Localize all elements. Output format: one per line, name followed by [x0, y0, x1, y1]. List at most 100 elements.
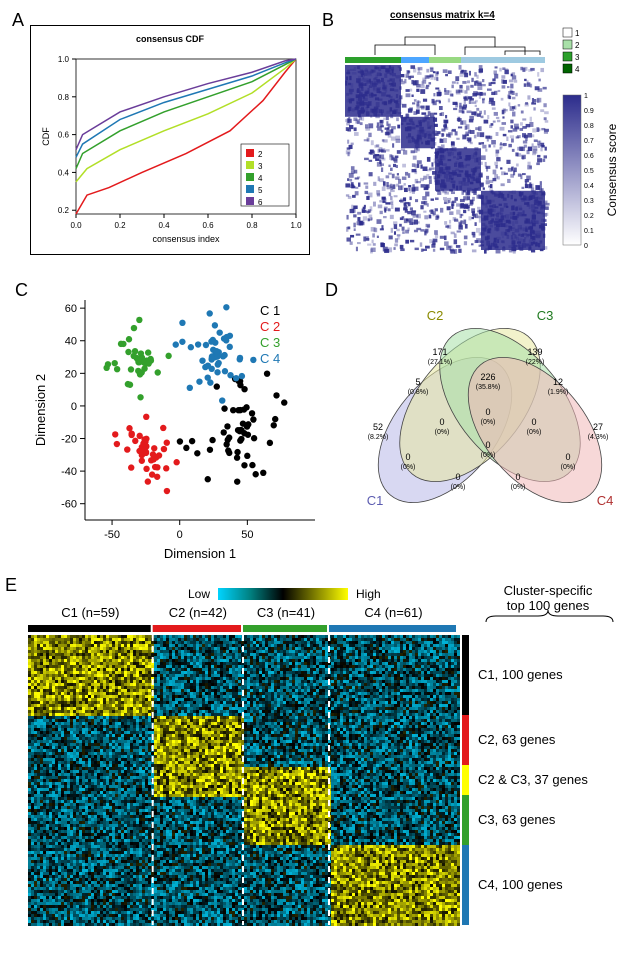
svg-text:0.4: 0.4: [584, 183, 594, 190]
svg-text:(8.2%): (8.2%): [368, 434, 389, 441]
svg-text:0.2: 0.2: [584, 213, 594, 220]
svg-text:0: 0: [515, 472, 520, 482]
svg-text:0: 0: [565, 452, 570, 462]
svg-text:0: 0: [405, 452, 410, 462]
svg-text:0: 0: [531, 417, 536, 427]
svg-text:C 1: C 1: [260, 303, 280, 318]
panel-b: consensus matrix k=4 123400.10.20.30.40.…: [330, 10, 630, 265]
svg-text:Consensus score: Consensus score: [605, 123, 619, 216]
svg-text:3: 3: [258, 162, 263, 171]
svg-text:Dimension 2: Dimension 2: [33, 374, 48, 446]
svg-text:0.8: 0.8: [584, 123, 594, 130]
svg-text:0: 0: [485, 407, 490, 417]
svg-text:226: 226: [480, 372, 495, 382]
svg-text:(0%): (0%): [481, 452, 496, 459]
svg-text:5: 5: [258, 186, 263, 195]
svg-text:(22%): (22%): [526, 359, 545, 366]
svg-text:0.3: 0.3: [584, 198, 594, 205]
svg-text:0.2: 0.2: [114, 221, 126, 230]
svg-text:0: 0: [439, 417, 444, 427]
svg-text:0.6: 0.6: [58, 131, 70, 140]
svg-text:(0.8%): (0.8%): [408, 389, 429, 396]
panel-e: LowHighC1 (n=59)C2 (n=42)C3 (n=41)C4 (n=…: [8, 580, 628, 950]
svg-text:C 3: C 3: [260, 335, 280, 350]
svg-text:(0%): (0%): [481, 419, 496, 426]
svg-text:0.4: 0.4: [58, 168, 70, 177]
svg-text:Dimension 1: Dimension 1: [164, 546, 236, 561]
svg-text:-40: -40: [61, 466, 77, 478]
svg-text:0: 0: [455, 472, 460, 482]
svg-text:C1: C1: [367, 493, 384, 508]
svg-text:C2 (n=42): C2 (n=42): [169, 605, 227, 620]
svg-text:C4: C4: [597, 493, 614, 508]
panel-d: C1 C2 C3 C4 52 (8.2%) 171 (27.1%) 139 (22%) 27 (4.3…: [330, 285, 630, 565]
svg-text:C2: C2: [427, 308, 444, 323]
svg-text:(0%): (0%): [435, 429, 450, 436]
svg-text:(0%): (0%): [527, 429, 542, 436]
svg-text:6: 6: [258, 198, 263, 207]
svg-text:27: 27: [593, 422, 603, 432]
panel-c: -50 0 50 -60 -40 -20 0 20 40 60 Dimension 1 Dimensi…: [30, 285, 325, 565]
svg-text:0: 0: [584, 243, 588, 250]
svg-text:4: 4: [258, 174, 263, 183]
panel-b-title: consensus matrix k=4: [390, 10, 495, 21]
svg-text:3: 3: [575, 53, 580, 62]
svg-text:0.1: 0.1: [584, 228, 594, 235]
svg-text:(0%): (0%): [401, 464, 416, 471]
svg-text:High: High: [356, 587, 381, 601]
svg-text:C 4: C 4: [260, 351, 280, 366]
svg-text:Low: Low: [188, 587, 210, 601]
svg-text:60: 60: [65, 303, 77, 315]
panel-a-label: A: [12, 10, 24, 31]
panel-c-label: C: [15, 280, 28, 301]
svg-text:(1.9%): (1.9%): [548, 389, 569, 396]
svg-text:0.6: 0.6: [202, 221, 214, 230]
svg-text:1.0: 1.0: [58, 55, 70, 64]
svg-text:0.7: 0.7: [584, 138, 594, 145]
svg-text:(4.3%): (4.3%): [588, 434, 609, 441]
panel-a: consensus CDF 0.00.20.40.60.81.00.20.40.…: [30, 25, 310, 255]
svg-text:0.9: 0.9: [584, 108, 594, 115]
svg-text:0.8: 0.8: [58, 93, 70, 102]
svg-text:0.8: 0.8: [246, 221, 258, 230]
svg-text:0.0: 0.0: [70, 221, 82, 230]
svg-text:4: 4: [575, 65, 580, 74]
svg-text:C 2: C 2: [260, 319, 280, 334]
svg-text:2: 2: [575, 41, 580, 50]
svg-text:171: 171: [432, 347, 447, 357]
heatmap: LowHighC1 (n=59)C2 (n=42)C3 (n=41)C4 (n=…: [8, 580, 628, 950]
svg-text:Cluster-specific: Cluster-specific: [504, 583, 593, 598]
svg-text:(0%): (0%): [561, 464, 576, 471]
svg-text:5: 5: [415, 377, 420, 387]
svg-text:0.4: 0.4: [158, 221, 170, 230]
svg-text:2: 2: [258, 150, 263, 159]
svg-text:-60: -60: [61, 499, 77, 511]
svg-text:0.5: 0.5: [584, 168, 594, 175]
svg-text:50: 50: [241, 529, 253, 541]
panel-a-title: consensus CDF: [31, 34, 309, 44]
svg-text:0: 0: [485, 440, 490, 450]
svg-text:-50: -50: [104, 529, 120, 541]
svg-text:-20: -20: [61, 434, 77, 446]
svg-text:52: 52: [373, 422, 383, 432]
svg-text:CDF: CDF: [41, 127, 51, 146]
svg-text:(35.8%): (35.8%): [476, 384, 501, 391]
svg-text:C4 (n=61): C4 (n=61): [364, 605, 422, 620]
svg-text:consensus index: consensus index: [152, 234, 220, 244]
svg-text:40: 40: [65, 336, 77, 348]
svg-text:139: 139: [527, 347, 542, 357]
svg-text:(27.1%): (27.1%): [428, 359, 453, 366]
venn-diagram: C1 C2 C3 C4 52 (8.2%) 171 (27.1%) 139 (22%) 27 (4.3…: [330, 285, 637, 545]
svg-text:1.0: 1.0: [290, 221, 302, 230]
svg-text:0.2: 0.2: [58, 206, 70, 215]
svg-text:0: 0: [71, 401, 77, 413]
svg-text:C3: C3: [537, 308, 554, 323]
svg-text:20: 20: [65, 368, 77, 380]
svg-text:0: 0: [177, 529, 183, 541]
svg-text:C1 (n=59): C1 (n=59): [61, 605, 119, 620]
svg-text:(0%): (0%): [511, 484, 526, 491]
svg-text:1: 1: [584, 93, 588, 100]
consensus-matrix: 123400.10.20.30.40.50.60.70.80.91Consens…: [330, 10, 630, 265]
svg-text:1: 1: [575, 29, 580, 38]
scatter-plot: -50 0 50 -60 -40 -20 0 20 40 60 Dimension 1 Dimensi…: [30, 285, 325, 565]
